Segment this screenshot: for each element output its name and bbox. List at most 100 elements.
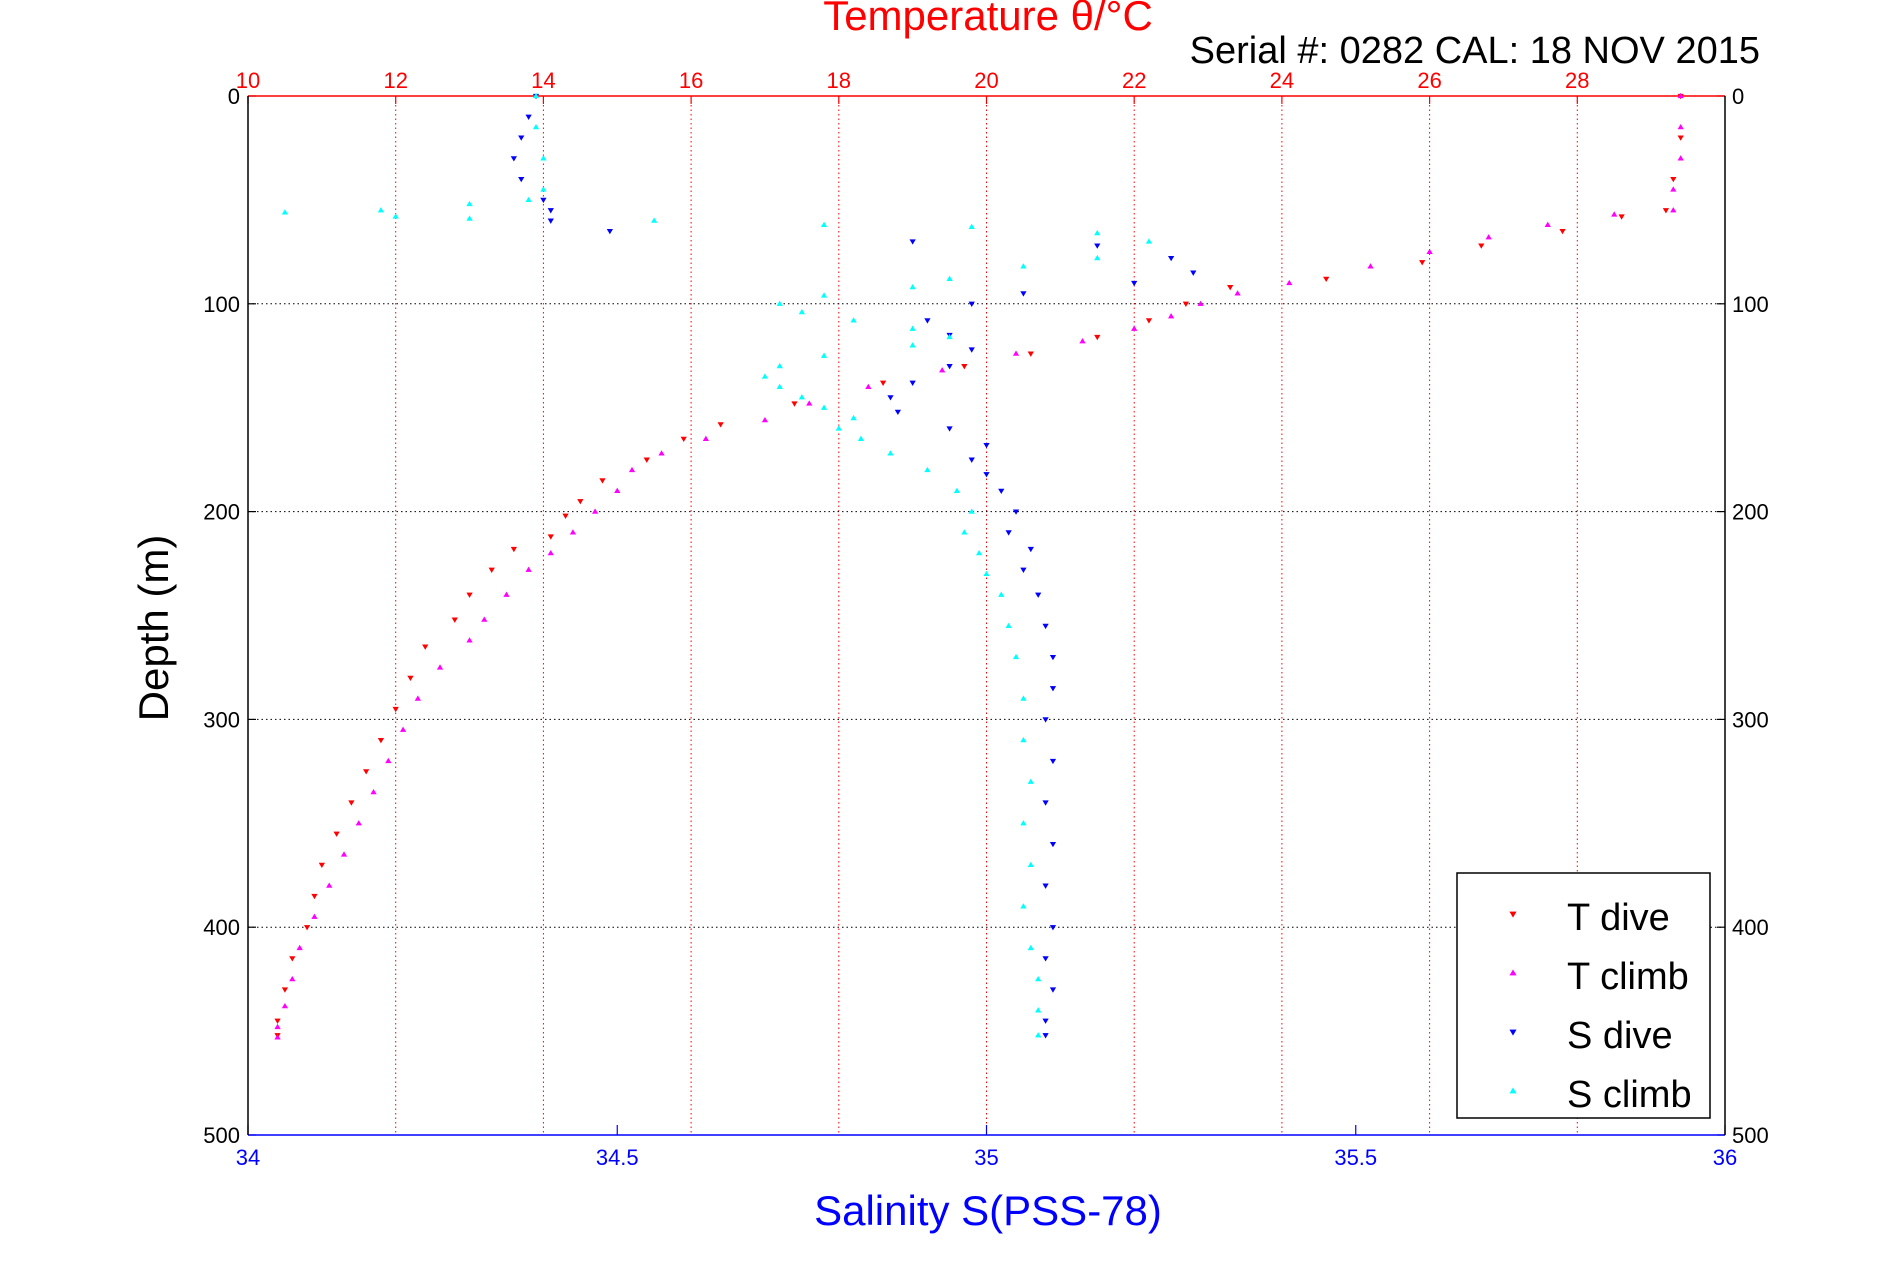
data-point: [318, 862, 325, 869]
data-point: [274, 1034, 281, 1040]
data-point: [887, 395, 894, 401]
data-point: [1197, 300, 1204, 306]
data-point: [510, 546, 517, 553]
data-point: [850, 317, 857, 323]
data-point: [1027, 546, 1034, 553]
depth-tick-label-right: 100: [1732, 292, 1769, 317]
data-point: [1168, 313, 1175, 319]
data-point: [1049, 987, 1057, 993]
temperature-tick-label: 26: [1417, 68, 1441, 93]
data-point: [806, 400, 813, 406]
data-point: [1559, 228, 1566, 235]
data-point: [820, 221, 828, 227]
data-point: [924, 466, 931, 473]
data-point: [414, 695, 421, 701]
data-point: [946, 426, 953, 432]
data-point: [540, 197, 547, 204]
x-axis-label: Salinity S(PSS-78): [814, 1187, 1162, 1234]
data-point: [363, 769, 370, 775]
legend-label: S dive: [1567, 1015, 1673, 1057]
salinity-tick-label: 35.5: [1334, 1145, 1377, 1170]
data-point: [1145, 318, 1153, 324]
data-point: [1042, 1018, 1049, 1024]
data-point: [1677, 155, 1684, 161]
data-point: [606, 228, 613, 235]
data-point: [983, 472, 990, 478]
data-point: [274, 1023, 281, 1030]
data-point: [1426, 248, 1433, 254]
data-point: [998, 591, 1005, 597]
data-point: [525, 566, 532, 572]
data-point: [1168, 255, 1175, 262]
data-point: [658, 450, 665, 456]
data-point: [1367, 263, 1374, 269]
data-point: [850, 414, 857, 421]
data-point: [333, 831, 340, 837]
depth-tick-label: 500: [203, 1123, 240, 1148]
data-point: [1485, 234, 1492, 240]
data-point: [717, 422, 724, 428]
data-point: [1079, 338, 1086, 344]
data-point: [865, 383, 872, 390]
data-point: [1035, 592, 1042, 598]
series-t-dive: [274, 93, 1684, 1039]
data-point: [909, 239, 916, 245]
data-point: [311, 913, 318, 919]
data-point: [569, 529, 577, 535]
data-point: [1670, 207, 1677, 213]
salinity-tick-label: 34: [236, 1145, 260, 1170]
data-point: [399, 726, 407, 732]
legend-marker: [1509, 1029, 1517, 1036]
data-point: [547, 208, 554, 214]
data-point: [1544, 221, 1551, 227]
legend-marker: [1509, 911, 1517, 918]
series-s-climb: [281, 92, 1153, 1038]
data-point: [392, 706, 399, 713]
data-point: [820, 352, 828, 358]
data-point: [924, 318, 931, 324]
data-point: [481, 616, 488, 622]
depth-tick-label: 0: [228, 84, 240, 109]
data-point: [377, 207, 385, 213]
data-point: [939, 367, 946, 373]
legend-label: T climb: [1567, 956, 1689, 998]
depth-tick-label-right: 500: [1732, 1123, 1769, 1148]
data-point: [488, 567, 495, 573]
data-point: [436, 664, 444, 670]
temperature-tick-label: 28: [1565, 68, 1589, 93]
data-point: [857, 435, 865, 441]
data-point: [385, 757, 392, 764]
series-t-climb: [274, 92, 1684, 1040]
data-point: [643, 457, 650, 463]
legend-marker: [1509, 969, 1517, 976]
data-point: [1042, 956, 1049, 962]
data-point: [1012, 509, 1020, 515]
data-point: [1670, 186, 1677, 192]
data-point: [680, 436, 687, 443]
depth-tick-label: 100: [203, 292, 240, 317]
data-point: [532, 92, 540, 99]
data-point: [348, 800, 355, 806]
temperature-tick-label: 10: [236, 68, 260, 93]
legend-label: T dive: [1567, 897, 1670, 939]
salinity-tick-label: 35: [974, 1145, 998, 1170]
data-point: [887, 450, 894, 456]
data-point: [340, 851, 348, 857]
data-point: [1094, 243, 1101, 249]
data-point: [1012, 350, 1020, 356]
data-point: [628, 466, 636, 473]
data-point: [281, 1002, 289, 1009]
data-point: [525, 114, 532, 120]
data-point: [1286, 279, 1293, 286]
data-point: [510, 156, 517, 162]
data-point: [946, 275, 953, 281]
data-point: [1020, 903, 1027, 909]
temperature-tick-label: 12: [383, 68, 407, 93]
data-point: [983, 442, 990, 449]
data-point: [289, 956, 296, 962]
data-point: [1020, 291, 1027, 297]
data-point: [355, 820, 362, 826]
data-point: [547, 534, 554, 540]
temperature-tick-label: 14: [531, 68, 555, 93]
data-point: [1677, 135, 1684, 141]
